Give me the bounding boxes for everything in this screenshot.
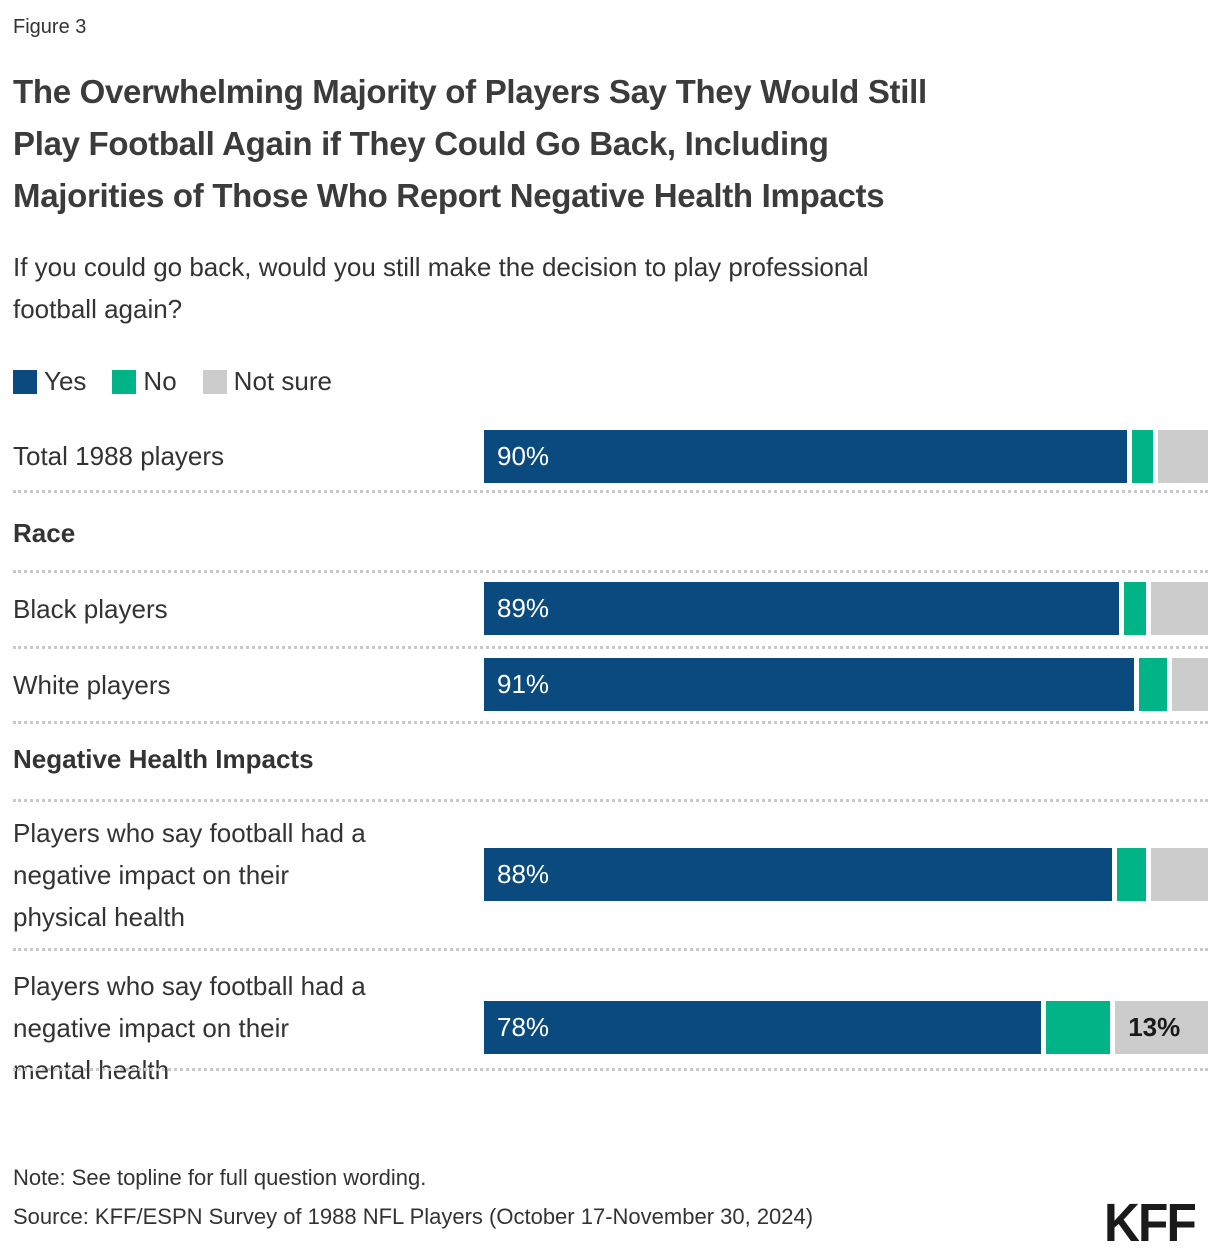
legend-swatch-no-icon: [112, 369, 137, 394]
bar-segment-no[interactable]: [1131, 429, 1154, 483]
row-label-line: Black players: [13, 593, 168, 624]
chart-subtitle: If you could go back, would you still ma…: [13, 246, 869, 330]
row-label-line: Total 1988 players: [13, 441, 225, 471]
figure-label: Figure 3: [13, 16, 87, 38]
kff-logo: KFF: [1104, 1193, 1197, 1252]
bar-segment-not-sure[interactable]: 13%: [1115, 1001, 1208, 1054]
page-title: The Overwhelming Majority of Players Say…: [13, 66, 927, 222]
stacked-bar-physical-health: 88%: [484, 848, 1208, 901]
legend-item-not-sure[interactable]: Not sure: [202, 366, 332, 397]
legend-item-yes[interactable]: Yes: [13, 366, 86, 397]
section-header-race: Race: [13, 518, 76, 548]
chart-row-mental-health: Players who say football had a negative …: [13, 964, 1208, 1091]
row-label: White players: [13, 664, 484, 706]
bar-segment-yes[interactable]: 91%: [484, 658, 1134, 711]
row-label-line: physical health: [13, 901, 185, 932]
bar-segment-no[interactable]: [1117, 848, 1146, 901]
stacked-bar-total: 90%: [484, 429, 1208, 483]
bar-segment-yes[interactable]: 88%: [484, 848, 1113, 901]
row-label: Players who say football had a negative …: [13, 965, 484, 1091]
legend-label: Not sure: [233, 366, 332, 396]
title-line: The Overwhelming Majority of Players Say…: [13, 73, 927, 110]
bar-segment-yes[interactable]: 90%: [484, 429, 1127, 483]
subtitle-line: football again?: [13, 294, 183, 324]
section-header-negative-health-impacts: Negative Health Impacts: [13, 744, 314, 774]
bar-segment-no[interactable]: [1138, 658, 1168, 711]
bar-value-label: 88%: [497, 859, 550, 889]
legend-swatch-not-sure-icon: [202, 369, 227, 394]
note-text: Note: See topline for full question word…: [13, 1165, 427, 1190]
bar-segment-yes[interactable]: 78%: [484, 1001, 1041, 1054]
row-separator: [13, 570, 1208, 573]
row-separator: [13, 490, 1208, 493]
bar-segment-no[interactable]: [1124, 582, 1146, 635]
legend-label: Yes: [44, 366, 87, 396]
legend-item-no[interactable]: No: [112, 366, 177, 397]
row-label-line: White players: [13, 669, 171, 700]
source-text: Source: KFF/ESPN Survey of 1988 NFL Play…: [13, 1204, 814, 1229]
bar-value-label: 13%: [1128, 1012, 1181, 1042]
row-separator: [13, 1068, 1208, 1071]
chart-row-total: Total 1988 players 90%: [13, 429, 1208, 483]
stacked-bar-mental-health: 78% 13%: [484, 1001, 1208, 1054]
title-line: Play Football Again if They Could Go Bac…: [13, 125, 829, 162]
legend-swatch-yes-icon: [13, 369, 37, 394]
stacked-bar-black-players: 89%: [484, 582, 1208, 635]
bar-value-label: 89%: [497, 593, 550, 623]
chart-row-physical-health: Players who say football had a negative …: [13, 811, 1208, 938]
row-label: Black players: [13, 588, 484, 630]
bar-segment-not-sure[interactable]: [1172, 658, 1208, 711]
chart-row-black-players: Black players 89%: [13, 582, 1208, 635]
bar-value-label: 78%: [497, 1012, 550, 1042]
row-label: Total 1988 players: [13, 435, 484, 477]
bar-segment-no[interactable]: [1045, 1001, 1111, 1054]
row-separator: [13, 721, 1208, 724]
subtitle-line: If you could go back, would you still ma…: [13, 252, 869, 282]
row-label-line: negative impact on their: [13, 1012, 290, 1043]
bar-segment-not-sure[interactable]: [1158, 429, 1208, 483]
bar-segment-not-sure[interactable]: [1150, 582, 1208, 635]
row-label: Players who say football had a negative …: [13, 812, 484, 938]
chart-row-white-players: White players 91%: [13, 658, 1208, 711]
row-separator: [13, 646, 1208, 649]
bar-segment-not-sure[interactable]: [1150, 848, 1208, 901]
bar-value-label: 91%: [497, 669, 550, 699]
bar-segment-yes[interactable]: 89%: [484, 582, 1120, 635]
row-label-line: Players who say football had a: [13, 817, 366, 848]
row-separator: [13, 948, 1208, 951]
chart-legend: Yes No Not sure: [13, 366, 332, 397]
row-label-line: negative impact on their: [13, 859, 290, 890]
stacked-bar-white-players: 91%: [484, 658, 1208, 711]
row-label-line: Players who say football had a: [13, 970, 366, 1001]
row-separator: [13, 799, 1208, 802]
legend-label: No: [143, 366, 177, 396]
title-line: Majorities of Those Who Report Negative …: [13, 177, 885, 214]
bar-value-label: 90%: [497, 440, 550, 471]
